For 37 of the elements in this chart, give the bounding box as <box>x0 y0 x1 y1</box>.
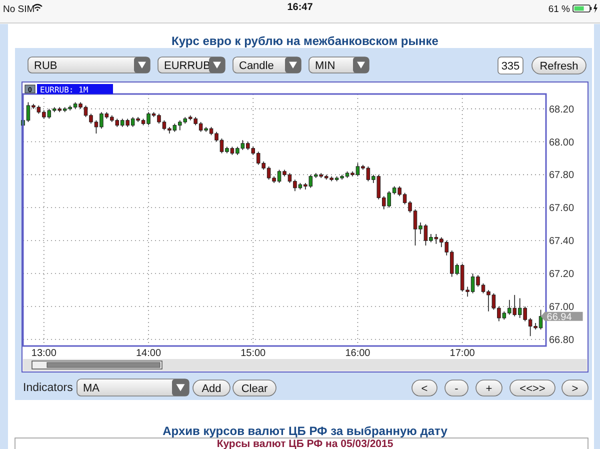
dropdown: Candle <box>232 56 302 74</box>
x-tick-label: 16:00 <box>345 348 371 359</box>
text: Курсы валют ЦБ РФ на 05/03/2015 <box>216 438 394 449</box>
button: - <box>444 380 468 396</box>
annotation: EURRUB: 1M <box>40 86 88 94</box>
y-tick-label: 66.80 <box>549 334 574 346</box>
dropdown: EURRUB <box>158 56 226 74</box>
text: Indicators <box>23 382 74 394</box>
annotation: 66.94 <box>546 312 572 323</box>
text: No SIM <box>3 4 35 15</box>
y-tick-label: 67.20 <box>549 269 574 280</box>
x-tick-label: 14:00 <box>136 348 162 359</box>
x-tick-label: 15:00 <box>240 348 266 359</box>
dropdown: MIN <box>308 56 370 74</box>
chart-title: Курс евро к рублю на межбанковском рынке <box>172 34 439 48</box>
y-tick-label: 67.40 <box>549 236 574 248</box>
button: Refresh <box>532 56 586 74</box>
text-field: 335 <box>498 56 524 74</box>
x-tick-label: 17:00 <box>450 348 476 359</box>
y-tick-label: 68.00 <box>549 137 574 148</box>
text: 61 % <box>548 4 571 15</box>
button: Add <box>192 380 230 396</box>
button: <<>> <box>510 380 556 396</box>
text: 16:47 <box>287 2 314 13</box>
dropdown: RUB <box>28 56 150 74</box>
tab: EURRUB: 1M <box>37 84 113 94</box>
y-tick-label: 68.20 <box>549 104 574 116</box>
button: > <box>562 380 588 396</box>
button: Clear <box>232 380 276 396</box>
y-tick-label: 67.00 <box>549 302 574 313</box>
button: < <box>412 380 438 396</box>
y-tick-label: 67.80 <box>549 170 574 182</box>
dropdown: MA <box>76 378 190 396</box>
y-tick-label: 67.60 <box>549 203 574 214</box>
button: + <box>476 380 502 396</box>
text: Архив курсов валют ЦБ РФ за выбранную дату <box>162 424 448 438</box>
x-tick-label: 13:00 <box>31 348 57 359</box>
